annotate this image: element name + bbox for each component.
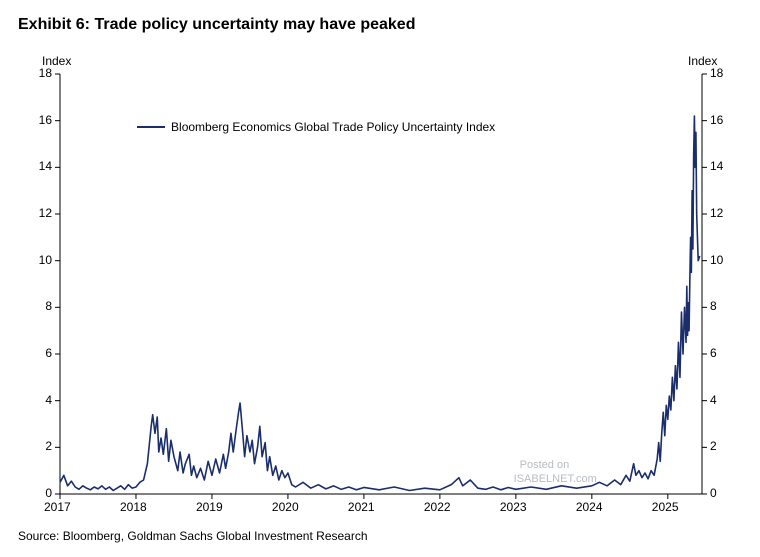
chart-container: Exhibit 6: Trade policy uncertainty may … [0,0,760,557]
y-tick-label-right: 16 [710,113,723,127]
y-tick-label: 14 [39,159,52,173]
y-tick-label-right: 4 [710,393,717,407]
x-tick-label: 2025 [652,500,679,514]
watermark-line2: ISABELNET.com [514,473,597,485]
source-text: Source: Bloomberg, Goldman Sachs Global … [18,529,368,543]
x-tick-label: 2018 [120,500,147,514]
y-tick-label-right: 12 [710,206,723,220]
y-tick-label: 18 [39,66,52,80]
y-tick-label: 10 [39,253,52,267]
y-tick-label-right: 2 [710,439,717,453]
y-tick-label: 2 [45,439,52,453]
y-tick-label: 0 [45,486,52,500]
y-tick-label: 4 [45,393,52,407]
x-tick-label: 2022 [424,500,451,514]
watermark-line1: Posted on [520,459,570,471]
x-tick-label: 2021 [348,500,375,514]
line-chart [0,0,760,557]
legend-label: Bloomberg Economics Global Trade Policy … [171,120,495,134]
y-tick-label-right: 10 [710,253,723,267]
y-tick-label: 16 [39,113,52,127]
legend: Bloomberg Economics Global Trade Policy … [137,120,495,134]
y-tick-label-right: 14 [710,159,723,173]
y-tick-label-right: 8 [710,299,717,313]
x-tick-label: 2020 [272,500,299,514]
y-tick-label: 8 [45,299,52,313]
x-tick-label: 2019 [196,500,223,514]
y-tick-label: 12 [39,206,52,220]
x-tick-label: 2024 [576,500,603,514]
y-tick-label: 6 [45,346,52,360]
x-tick-label: 2017 [44,500,71,514]
y-tick-label-right: 6 [710,346,717,360]
y-tick-label-right: 0 [710,486,717,500]
x-tick-label: 2023 [500,500,527,514]
legend-line-icon [137,126,165,128]
y-tick-label-right: 18 [710,66,723,80]
